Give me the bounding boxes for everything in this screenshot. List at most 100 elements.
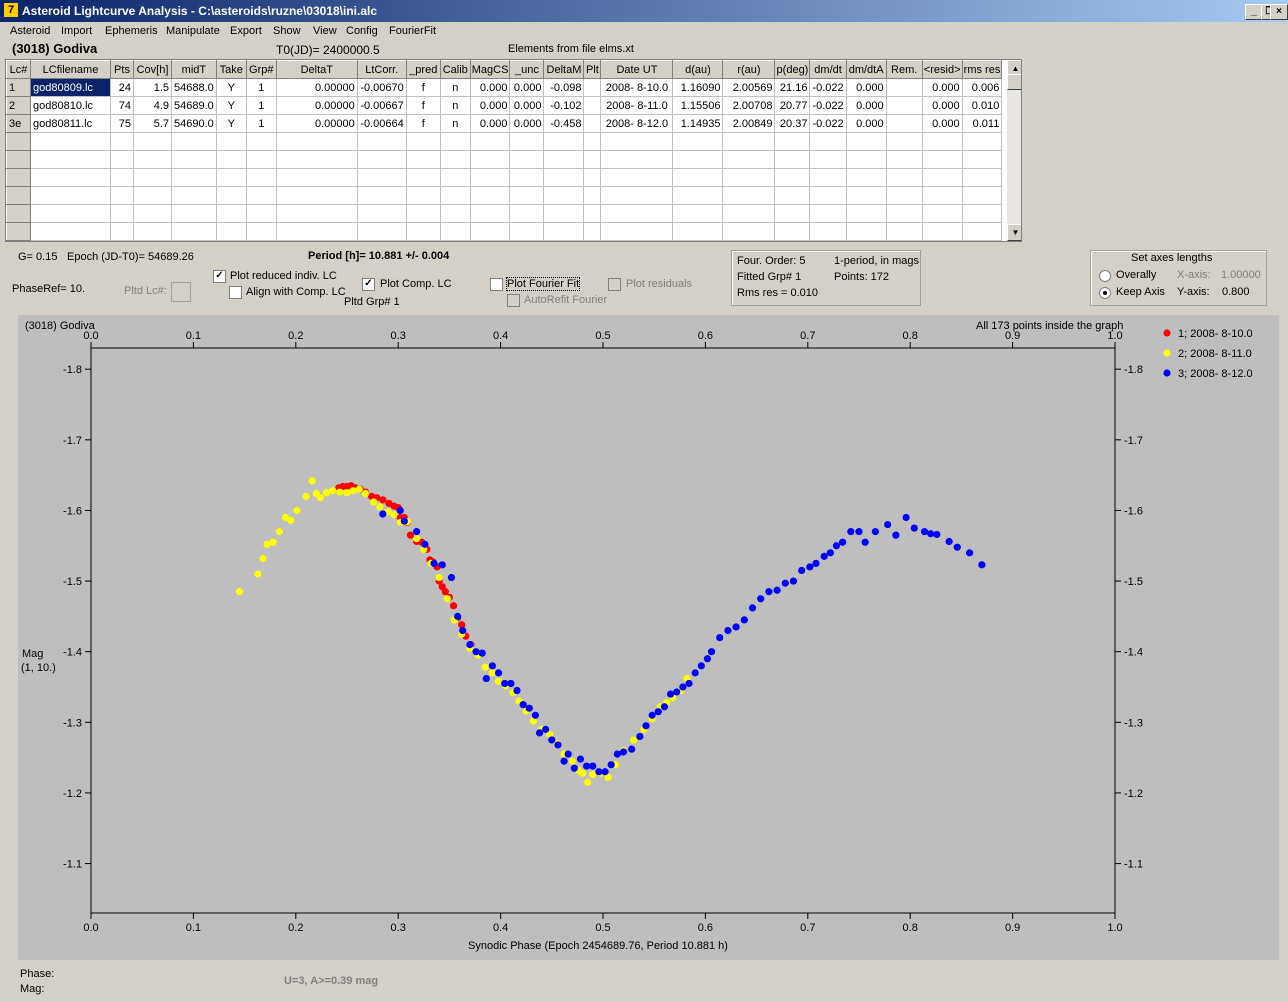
table-cell[interactable]: 0.000 — [845, 114, 887, 133]
autorefit-checkbox[interactable] — [507, 294, 520, 307]
empty-table-row[interactable] — [6, 168, 1003, 187]
table-cell[interactable] — [215, 222, 247, 241]
table-cell[interactable] — [469, 186, 511, 205]
table-cell[interactable] — [583, 150, 602, 169]
overally-radio[interactable] — [1099, 270, 1111, 282]
menu-view[interactable]: View — [313, 25, 337, 37]
grid-col-header[interactable]: Grp# — [245, 60, 277, 79]
table-cell[interactable] — [469, 132, 511, 151]
grid-col-header[interactable]: DeltaM — [543, 60, 585, 79]
table-cell[interactable] — [469, 168, 511, 187]
table-cell[interactable] — [600, 186, 674, 205]
table-cell[interactable]: 0.00000 — [275, 114, 358, 133]
table-cell[interactable]: 0.000 — [469, 114, 511, 133]
table-cell[interactable]: god80811.lc — [30, 114, 111, 133]
table-cell[interactable] — [885, 204, 923, 223]
table-cell[interactable] — [774, 186, 811, 205]
grid-col-header[interactable]: r(au) — [722, 60, 776, 79]
table-cell[interactable] — [275, 204, 358, 223]
table-cell[interactable] — [961, 186, 1003, 205]
table-cell[interactable] — [809, 204, 847, 223]
table-cell[interactable]: -0.102 — [543, 96, 585, 115]
table-cell[interactable]: 0.000 — [845, 96, 887, 115]
table-cell[interactable] — [215, 186, 247, 205]
table-cell[interactable] — [439, 132, 471, 151]
table-cell[interactable]: -0.00664 — [356, 114, 407, 133]
keep-axis-radio[interactable] — [1099, 287, 1111, 299]
table-cell[interactable]: 24 — [110, 78, 134, 97]
table-cell[interactable] — [774, 204, 811, 223]
table-cell[interactable] — [961, 168, 1003, 187]
table-cell[interactable] — [215, 150, 247, 169]
table-cell[interactable] — [845, 222, 887, 241]
table-cell[interactable] — [809, 168, 847, 187]
table-cell[interactable] — [133, 204, 172, 223]
table-cell[interactable] — [275, 186, 358, 205]
table-cell[interactable]: Y — [215, 96, 247, 115]
table-cell[interactable] — [809, 222, 847, 241]
table-cell[interactable] — [215, 168, 247, 187]
menu-show[interactable]: Show — [273, 25, 301, 37]
table-cell[interactable]: 0.000 — [469, 96, 511, 115]
table-cell[interactable] — [543, 132, 585, 151]
table-cell[interactable] — [845, 150, 887, 169]
table-row[interactable]: 1 god80809.lc 24 1.5 54688.0 Y 1 0.00000 -0.0067… — [6, 78, 1003, 97]
table-cell[interactable] — [171, 222, 217, 241]
table-cell[interactable] — [469, 222, 511, 241]
table-cell[interactable] — [275, 132, 358, 151]
table-cell[interactable] — [583, 96, 602, 115]
table-cell[interactable] — [356, 222, 407, 241]
table-cell[interactable] — [110, 222, 134, 241]
table-cell[interactable] — [672, 150, 724, 169]
table-cell[interactable]: 54688.0 — [171, 78, 217, 97]
menu-import[interactable]: Import — [61, 25, 93, 37]
table-cell[interactable] — [405, 150, 441, 169]
table-cell[interactable] — [809, 132, 847, 151]
lightcurve-plot[interactable]: (3018) Godiva All 173 points inside the … — [18, 315, 1279, 960]
table-cell[interactable] — [133, 150, 172, 169]
table-cell[interactable] — [509, 222, 545, 241]
grid-col-header[interactable]: rms res — [961, 60, 1003, 79]
table-cell[interactable] — [921, 150, 963, 169]
scroll-down-icon[interactable]: ▼ — [1007, 224, 1021, 241]
grid-col-header[interactable]: Cov[h] — [133, 60, 172, 79]
table-cell[interactable]: 1 — [245, 96, 277, 115]
table-cell[interactable] — [885, 168, 923, 187]
table-cell[interactable]: 0.000 — [845, 78, 887, 97]
table-cell[interactable] — [439, 150, 471, 169]
table-cell[interactable] — [30, 168, 111, 187]
table-cell[interactable] — [885, 186, 923, 205]
table-cell[interactable]: n — [439, 78, 471, 97]
table-cell[interactable] — [509, 204, 545, 223]
table-cell[interactable] — [215, 204, 247, 223]
table-cell[interactable] — [921, 168, 963, 187]
grid-col-header[interactable]: Rem. — [885, 60, 923, 79]
table-cell[interactable] — [543, 150, 585, 169]
table-cell[interactable] — [543, 186, 585, 205]
table-cell[interactable] — [600, 132, 674, 151]
table-cell[interactable] — [921, 186, 963, 205]
table-cell[interactable] — [921, 204, 963, 223]
table-cell[interactable]: god80810.lc — [30, 96, 111, 115]
table-cell[interactable] — [961, 222, 1003, 241]
row-header[interactable] — [6, 132, 31, 151]
table-cell[interactable] — [543, 168, 585, 187]
table-cell[interactable]: 1 — [245, 78, 277, 97]
table-cell[interactable] — [774, 168, 811, 187]
table-cell[interactable] — [405, 204, 441, 223]
table-cell[interactable]: 0.011 — [961, 114, 1003, 133]
table-cell[interactable]: 20.77 — [774, 96, 811, 115]
table-cell[interactable] — [439, 168, 471, 187]
table-cell[interactable] — [171, 132, 217, 151]
table-cell[interactable] — [133, 186, 172, 205]
table-cell[interactable]: 2008- 8-11.0 — [600, 96, 674, 115]
scroll-thumb[interactable] — [1007, 74, 1021, 90]
table-cell[interactable] — [885, 222, 923, 241]
table-cell[interactable]: n — [439, 114, 471, 133]
table-cell[interactable] — [600, 168, 674, 187]
table-cell[interactable] — [961, 150, 1003, 169]
pltd-lc-spinner[interactable] — [171, 282, 191, 302]
grid-col-header[interactable]: Date UT — [600, 60, 674, 79]
grid-col-header[interactable]: Take — [215, 60, 247, 79]
table-cell[interactable] — [356, 168, 407, 187]
